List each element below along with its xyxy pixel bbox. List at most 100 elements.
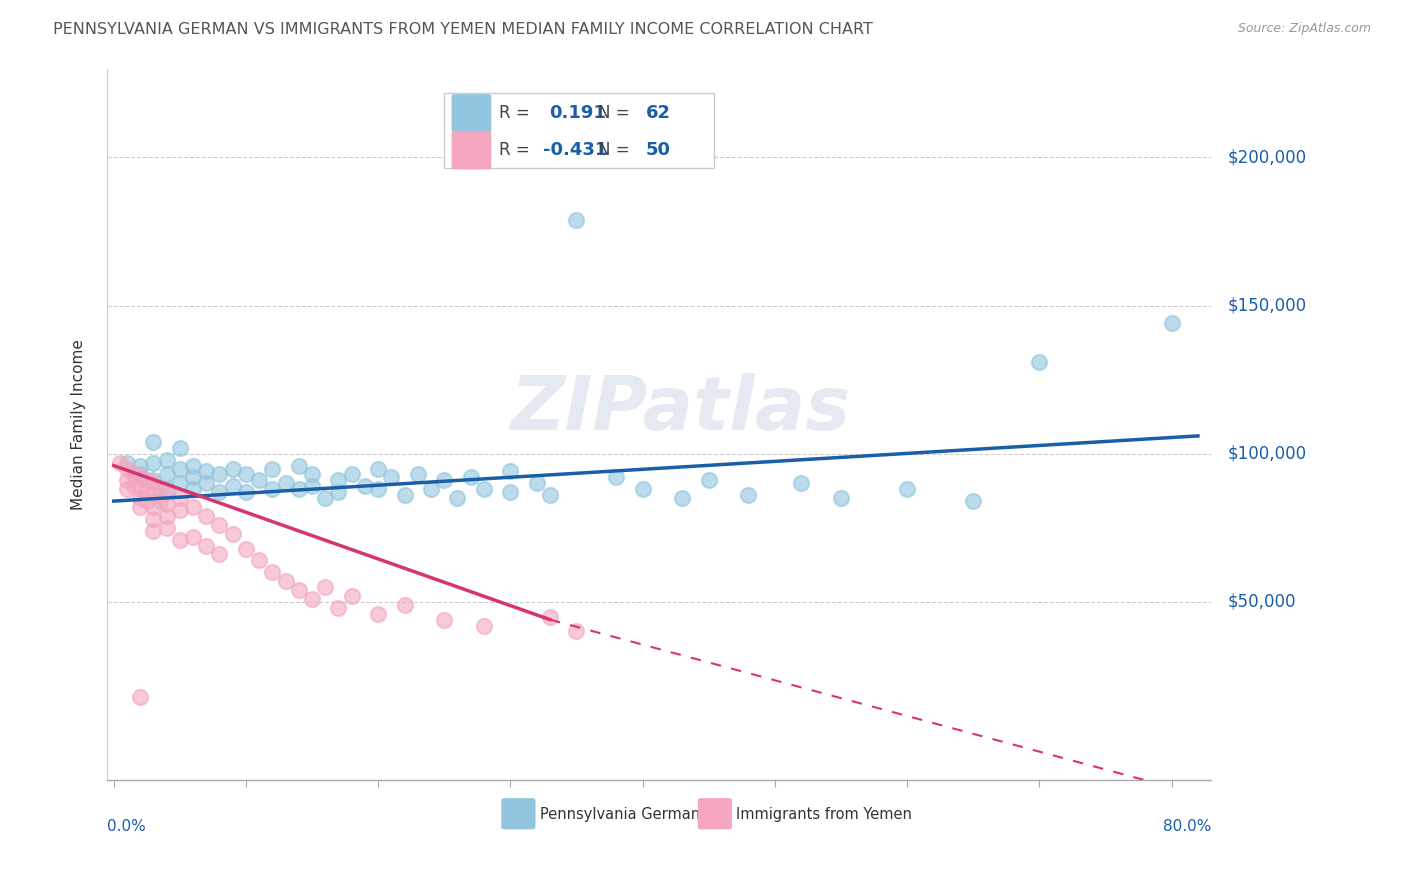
Point [538,609,561,624]
Point [181,530,204,544]
Point [314,491,336,505]
Point [195,539,218,553]
Point [380,470,402,484]
Point [142,512,165,526]
Point [1160,316,1182,330]
Point [122,479,145,493]
Point [115,461,138,475]
Text: 0.191: 0.191 [548,104,606,122]
Point [155,482,177,496]
Point [790,476,813,491]
Point [149,494,172,508]
Point [288,482,311,496]
Point [142,488,165,502]
Point [565,624,588,639]
Point [314,580,336,594]
Point [155,508,177,523]
Text: 0.0%: 0.0% [107,819,146,834]
Point [122,467,145,482]
Point [149,482,172,496]
Point [155,452,177,467]
Point [169,476,191,491]
Point [129,500,152,514]
Point [115,482,138,496]
Point [472,482,495,496]
Point [262,482,284,496]
Point [142,434,165,449]
Point [420,482,443,496]
Point [406,467,429,482]
Point [499,485,522,500]
Point [208,485,231,500]
Point [340,467,363,482]
Text: Source: ZipAtlas.com: Source: ZipAtlas.com [1237,22,1371,36]
Point [235,485,257,500]
Point [155,485,177,500]
Point [526,476,548,491]
Y-axis label: Median Family Income: Median Family Income [72,339,86,509]
Point [367,482,389,496]
Point [247,553,270,567]
Point [328,485,350,500]
Point [195,476,218,491]
Point [129,482,152,496]
Point [135,485,157,500]
Point [433,613,456,627]
Point [288,458,311,473]
Point [115,474,138,488]
Point [129,470,152,484]
Point [181,482,204,496]
Point [538,488,561,502]
Point [697,474,720,488]
Point [208,548,231,562]
Point [221,479,243,493]
Point [221,526,243,541]
FancyBboxPatch shape [451,95,491,133]
Point [142,474,165,488]
Point [142,500,165,514]
Point [367,461,389,475]
Text: $200,000: $200,000 [1227,148,1306,167]
Point [1028,355,1050,369]
Point [129,690,152,704]
Point [142,476,165,491]
Point [247,474,270,488]
Text: PENNSYLVANIA GERMAN VS IMMIGRANTS FROM YEMEN MEDIAN FAMILY INCOME CORRELATION CH: PENNSYLVANIA GERMAN VS IMMIGRANTS FROM Y… [53,22,873,37]
Point [142,456,165,470]
Point [301,591,323,606]
FancyBboxPatch shape [444,94,714,168]
Point [288,582,311,597]
Point [262,566,284,580]
Point [446,491,468,505]
Point [181,470,204,484]
Point [115,456,138,470]
Point [328,474,350,488]
Point [631,482,654,496]
Point [301,479,323,493]
Point [181,500,204,514]
Point [129,467,152,482]
Point [195,465,218,479]
Point [896,482,918,496]
Point [605,470,627,484]
Point [235,467,257,482]
FancyBboxPatch shape [697,798,733,830]
Text: $50,000: $50,000 [1227,593,1296,611]
Point [394,598,416,612]
Point [221,461,243,475]
Point [671,491,693,505]
FancyBboxPatch shape [451,131,491,169]
Text: 80.0%: 80.0% [1163,819,1211,834]
Point [208,517,231,532]
Text: 62: 62 [645,104,671,122]
Text: 50: 50 [645,141,671,160]
Point [195,508,218,523]
Point [499,465,522,479]
Text: N =: N = [599,104,636,122]
Point [328,600,350,615]
Text: ZIPatlas: ZIPatlas [512,374,851,446]
Point [565,212,588,227]
Text: N =: N = [599,141,636,160]
Point [129,491,152,505]
Point [354,479,377,493]
